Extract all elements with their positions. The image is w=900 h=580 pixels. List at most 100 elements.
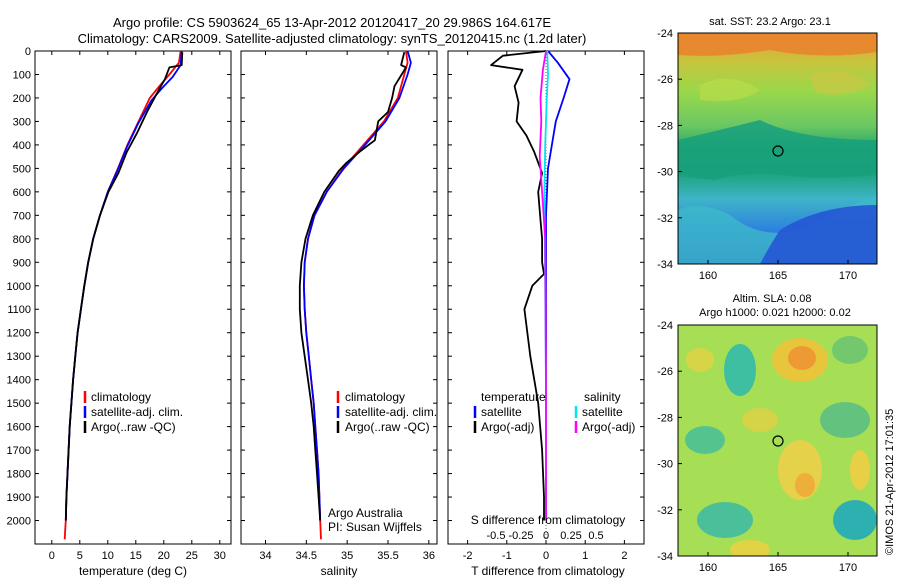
y-tick-label: 900 — [13, 257, 31, 269]
y-tick-label: 1600 — [7, 422, 31, 434]
lon-tick-label: 170 — [839, 562, 857, 574]
depth-axis: 0 100 200 300 400 500 600 700 800 900 1000 1100 1200… — [7, 46, 231, 528]
lat-tick-label: -34 — [657, 259, 673, 271]
sst-lat-ticks: -24 -26 -28 -30 -32 -34 — [657, 28, 682, 271]
lat-tick-label: -34 — [657, 551, 673, 563]
argo-location-marker — [772, 435, 784, 447]
figure-title: Argo profile: CS 5903624_65 13-Apr-2012 … — [113, 15, 551, 30]
x2-tick-label: 0.25 — [560, 530, 581, 542]
y-tick-label: 1200 — [7, 328, 31, 340]
lon-tick-label: 165 — [769, 270, 787, 282]
x-tick-label: 2 — [621, 550, 627, 562]
y-tick-label: 1300 — [7, 351, 31, 363]
x-tick-label: -1 — [502, 550, 512, 562]
x-tick-label: -2 — [463, 550, 473, 562]
legend-label-climatology: climatology — [345, 390, 405, 404]
s-difference-ticks: -0.5 -0.25 0 0.25 0.5 — [487, 530, 604, 542]
x-tick-label: 5 — [77, 550, 83, 562]
lat-tick-label: -24 — [657, 320, 673, 332]
y-tick-label: 2000 — [7, 516, 31, 528]
y-tick-label: 1700 — [7, 445, 31, 457]
sst-lon-ticks: 160 165 170 — [699, 260, 857, 282]
legend-label-satellite: satellite-adj. clim. — [91, 405, 183, 419]
x2-tick-label: 0 — [543, 530, 549, 542]
y-tick-label: 600 — [13, 187, 31, 199]
legend-title-temperature: temperature — [481, 390, 546, 404]
temperature-series — [63, 50, 184, 540]
salinity-y-ticks — [241, 50, 437, 522]
y-tick-label: 100 — [13, 69, 31, 81]
x-tick-label: 36 — [423, 550, 435, 562]
s-difference-label: S difference from climatology — [471, 513, 626, 527]
x-tick-label: 1 — [582, 550, 588, 562]
lat-tick-label: -26 — [657, 366, 673, 378]
x-tick-label: 25 — [186, 550, 198, 562]
y-tick-label: 500 — [13, 163, 31, 175]
y-tick-label: 400 — [13, 140, 31, 152]
x-tick-label: 34.5 — [296, 550, 317, 562]
legend-label-climatology: climatology — [91, 390, 151, 404]
sla-map-title2: Argo h1000: 0.021 h2000: 0.02 — [699, 307, 851, 319]
lon-tick-label: 160 — [699, 270, 717, 282]
temperature-x-axis: 0 5 10 15 20 25 30 — [49, 51, 226, 562]
sst-map: sat. SST: 23.2 Argo: 23.1 -24 -26 -28 -30 -3… — [657, 16, 878, 282]
series-line-3 — [298, 51, 407, 521]
y-tick-label: 1900 — [7, 492, 31, 504]
sla-map-title1: Altim. SLA: 0.08 — [733, 293, 812, 305]
sst-map-title: sat. SST: 23.2 Argo: 23.1 — [709, 16, 831, 28]
legend-label-s-argo: Argo(-adj) — [582, 420, 635, 434]
series-line-2 — [303, 50, 412, 521]
x-tick-label: 35 — [341, 550, 353, 562]
imos-timestamp-label: ©IMOS 21-Apr-2012 17:01:35 — [884, 409, 896, 555]
x-tick-label: 0 — [543, 550, 549, 562]
legend-title-salinity: salinity — [584, 390, 621, 404]
annotation-line2: PI: Susan Wijffels — [328, 520, 422, 534]
difference-series — [490, 50, 571, 521]
legend-label-argo: Argo(..raw -QC) — [345, 420, 430, 434]
x-tick-label: 34 — [259, 550, 271, 562]
salinity-panel: 34 34.5 35 35.5 36 salinity climatology sate… — [240, 50, 438, 578]
y-tick-label: 1100 — [7, 304, 31, 316]
lat-tick-label: -24 — [657, 28, 673, 40]
y-tick-label: 1000 — [7, 281, 31, 293]
legend-label-s-satellite: satellite — [582, 405, 623, 419]
sst-field — [678, 33, 877, 264]
y-tick-label: 800 — [13, 234, 31, 246]
x-tick-label: 10 — [102, 550, 114, 562]
sla-field — [678, 325, 877, 556]
x-tick-label: 0 — [49, 550, 55, 562]
x-tick-label: 35.5 — [377, 550, 398, 562]
salinity-xlabel: salinity — [321, 564, 358, 578]
annotation-line1: Argo Australia — [328, 506, 403, 520]
temperature-axes-frame — [34, 50, 232, 545]
salinity-axes-frame — [240, 50, 438, 545]
x-tick-label: 20 — [158, 550, 170, 562]
temperature-xlabel: temperature (deg C) — [79, 564, 187, 578]
lon-tick-label: 165 — [769, 562, 787, 574]
y-tick-label: 1800 — [7, 469, 31, 481]
lat-tick-label: -32 — [657, 505, 673, 517]
difference-legend: temperature salinity satellite Argo(-adj… — [473, 390, 635, 434]
lat-tick-label: -30 — [657, 459, 673, 471]
series-line-2 — [490, 50, 547, 521]
lat-tick-label: -32 — [657, 213, 673, 225]
x2-tick-label: -0.5 — [487, 530, 506, 542]
x-tick-label: 15 — [130, 550, 142, 562]
lat-tick-label: -28 — [657, 412, 673, 424]
salinity-series — [298, 50, 412, 540]
argo-location-marker — [772, 145, 784, 157]
difference-panel: -2 -1 0 1 2 S difference from climatology -0… — [447, 50, 645, 578]
lon-tick-label: 160 — [699, 562, 717, 574]
y-tick-label: 1400 — [7, 375, 31, 387]
temperature-legend: climatology satellite-adj. clim. Argo(..… — [83, 390, 183, 434]
temperature-panel: 0100200300400500600700800900100011001200… — [7, 46, 232, 578]
t-difference-xlabel: T difference from climatology — [471, 564, 625, 578]
x2-tick-label: 0.5 — [588, 530, 603, 542]
legend-label-t-argo: Argo(-adj) — [481, 420, 534, 434]
salinity-x-axis: 34 34.5 35 35.5 36 — [259, 51, 435, 562]
series-line-4 — [538, 50, 547, 521]
legend-label-t-satellite: satellite — [481, 405, 522, 419]
lon-tick-label: 170 — [839, 270, 857, 282]
figure-subtitle: Climatology: CARS2009. Satellite-adjuste… — [78, 31, 587, 46]
